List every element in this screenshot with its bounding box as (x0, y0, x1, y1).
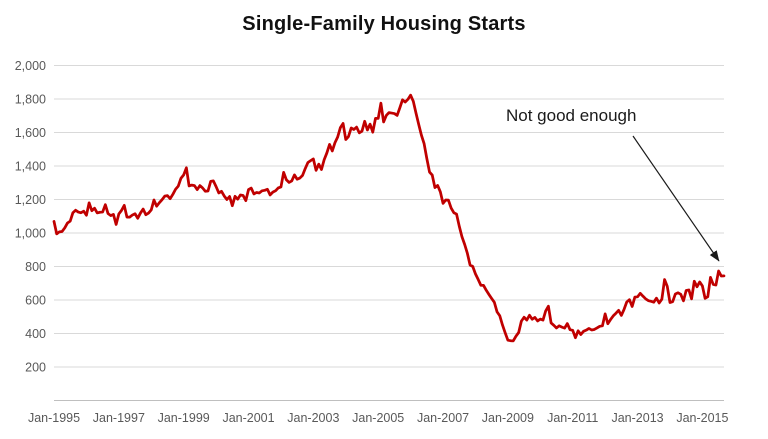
svg-text:Jan-2013: Jan-2013 (611, 411, 663, 425)
svg-text:600: 600 (25, 294, 46, 308)
svg-text:Jan-2011: Jan-2011 (547, 411, 598, 425)
svg-text:Jan-2007: Jan-2007 (417, 411, 469, 425)
svg-text:800: 800 (25, 260, 46, 274)
svg-text:1,400: 1,400 (15, 160, 46, 174)
svg-text:400: 400 (25, 327, 46, 341)
gridlines (54, 65, 724, 368)
svg-text:Jan-1995: Jan-1995 (28, 411, 80, 425)
svg-text:1,000: 1,000 (15, 227, 46, 241)
svg-text:1,800: 1,800 (15, 93, 46, 107)
data-series-line (52, 93, 726, 343)
chart-title: Single-Family Housing Starts (242, 13, 526, 35)
annotation-arrow (632, 135, 720, 262)
svg-text:200: 200 (25, 361, 46, 375)
svg-text:Jan-2005: Jan-2005 (352, 411, 404, 425)
svg-text:Jan-2003: Jan-2003 (287, 411, 339, 425)
annotation-text: Not good enough (506, 106, 637, 125)
svg-text:1,200: 1,200 (15, 193, 46, 207)
svg-text:Jan-2009: Jan-2009 (482, 411, 534, 425)
svg-text:Jan-1999: Jan-1999 (158, 411, 210, 425)
svg-text:Jan-1997: Jan-1997 (93, 411, 145, 425)
svg-text:2,000: 2,000 (15, 59, 46, 73)
x-axis-tick-labels: Jan-1995 Jan-1997 Jan-1999 Jan-2001 Jan-2003… (28, 411, 729, 425)
y-axis-tick-labels: 200 400 600 800 1,000 1,200 1,400 1,600 1,800 2,0… (15, 59, 46, 375)
svg-text:Jan-2015: Jan-2015 (676, 411, 728, 425)
svg-text:1,600: 1,600 (15, 126, 46, 140)
svg-text:Jan-2001: Jan-2001 (222, 411, 274, 425)
